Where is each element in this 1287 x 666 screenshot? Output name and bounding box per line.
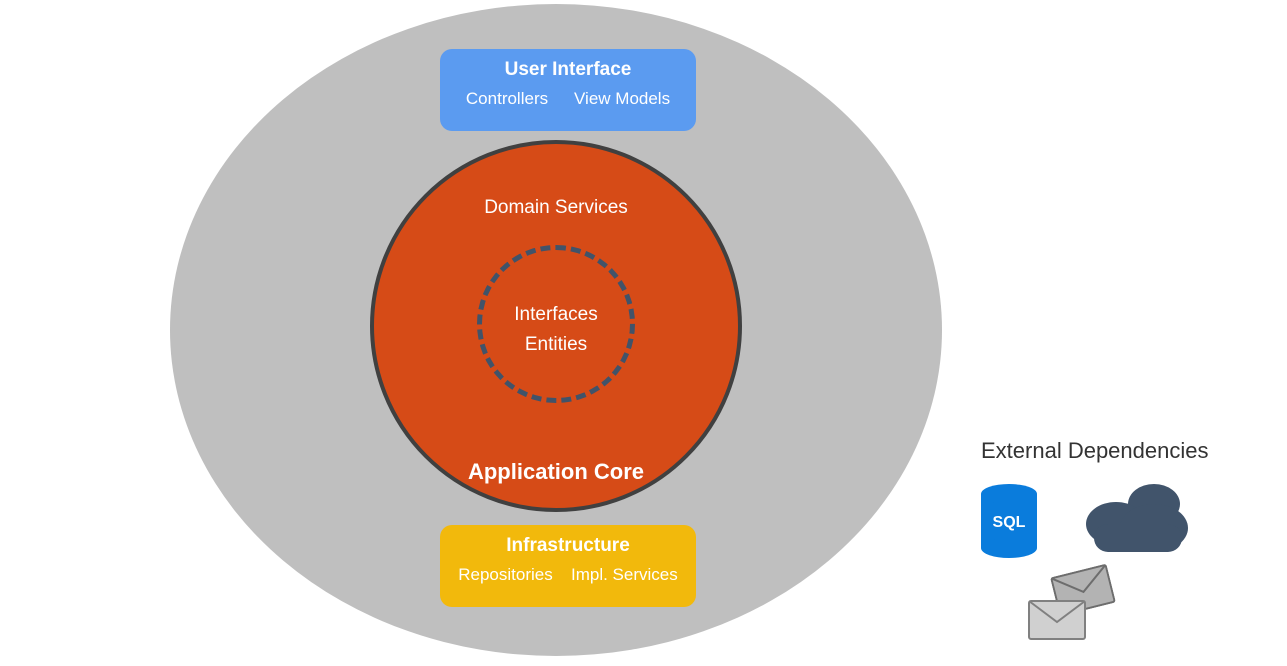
user-interface-box: User Interface Controllers View Models bbox=[440, 49, 696, 131]
infrastructure-box: Infrastructure Repositories Impl. Servic… bbox=[440, 525, 696, 607]
diagram-stage: Domain Services Interfaces Entities Appl… bbox=[0, 0, 1287, 666]
ui-item-view-models: View Models bbox=[574, 89, 670, 109]
envelope-icon-front bbox=[1028, 600, 1086, 640]
user-interface-title: User Interface bbox=[440, 59, 696, 81]
infra-item-impl-services: Impl. Services bbox=[571, 565, 678, 585]
inner-dashed-circle bbox=[477, 245, 635, 403]
external-dependencies-title: External Dependencies bbox=[981, 438, 1208, 464]
sql-database-icon: SQL bbox=[981, 484, 1037, 558]
infra-item-repositories: Repositories bbox=[458, 565, 553, 585]
application-core-label: Application Core bbox=[374, 459, 738, 485]
cloud-icon bbox=[1068, 478, 1190, 554]
infrastructure-title: Infrastructure bbox=[440, 535, 696, 557]
sql-label: SQL bbox=[981, 514, 1037, 532]
domain-services-label: Domain Services bbox=[374, 197, 738, 219]
ui-item-controllers: Controllers bbox=[466, 89, 548, 109]
